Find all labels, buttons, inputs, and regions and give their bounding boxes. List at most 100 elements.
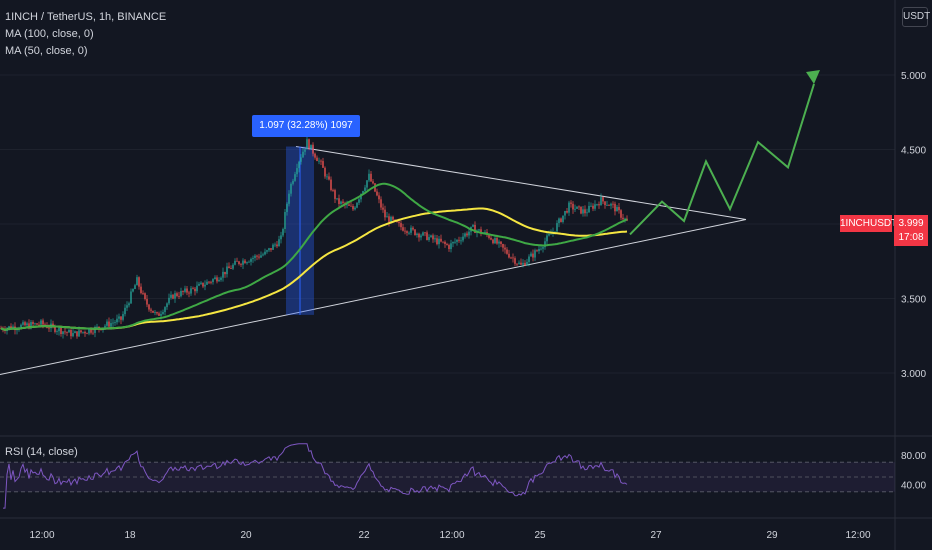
candle-body <box>390 216 392 223</box>
candle-body <box>480 229 482 234</box>
symbol-title[interactable]: 1INCH / TetherUS, 1h, BINANCE <box>5 11 167 23</box>
candle-body <box>132 288 134 292</box>
price-tick-label: 4.500 <box>901 146 926 157</box>
candle-body <box>24 322 26 326</box>
candle-body <box>38 324 40 326</box>
candle-body <box>78 330 80 337</box>
candle-body <box>296 168 298 175</box>
candle-body <box>184 288 186 292</box>
candle-body <box>342 201 344 203</box>
time-tick-label: 12:00 <box>439 530 464 541</box>
candle-body <box>352 206 354 210</box>
candle-body <box>210 281 212 283</box>
candle-body <box>22 322 24 325</box>
candle-body <box>522 262 524 265</box>
candle-body <box>456 239 458 242</box>
candle-body <box>366 180 368 188</box>
candle-body <box>378 195 380 200</box>
candle-body <box>512 257 514 259</box>
candle-body <box>460 240 462 242</box>
candle-body <box>186 288 188 293</box>
candle-body <box>400 223 402 228</box>
projection-arrowhead <box>806 70 820 84</box>
candle-body <box>448 244 450 250</box>
candle-body <box>434 238 436 240</box>
candle-body <box>144 293 146 300</box>
currency-button[interactable]: USDT <box>902 7 930 27</box>
candle-body <box>244 260 246 264</box>
candle-body <box>208 281 210 283</box>
triangle-upper-line <box>295 146 747 221</box>
candle-body <box>224 271 226 275</box>
candle-body <box>168 297 170 304</box>
candle-body <box>262 254 264 256</box>
candle-body <box>394 219 396 221</box>
candle-body <box>308 139 310 149</box>
candle-body <box>122 314 124 320</box>
candle-body <box>104 325 106 328</box>
candle-body <box>382 207 384 210</box>
candle-body <box>554 231 556 233</box>
candle-body <box>176 293 178 296</box>
candle-body <box>302 151 304 158</box>
candle-body <box>254 255 256 258</box>
candle-body <box>388 216 390 223</box>
candle-body <box>574 208 576 210</box>
candle-body <box>20 324 22 329</box>
candle-body <box>236 260 238 262</box>
candle-body <box>402 227 404 231</box>
candle-body <box>556 223 558 232</box>
candle-body <box>358 199 360 203</box>
ma50-legend[interactable]: MA (50, close, 0) <box>5 45 88 57</box>
candle-body <box>516 263 518 265</box>
candle-body <box>564 210 566 216</box>
candle-body <box>538 248 540 252</box>
time-tick-label: 20 <box>240 530 252 541</box>
candle-body <box>334 190 336 199</box>
last-price: 3.999 <box>898 218 924 229</box>
candle-body <box>354 207 356 210</box>
time-tick-label: 29 <box>766 530 778 541</box>
candle-body <box>570 202 572 204</box>
candle-body <box>34 323 36 325</box>
candle-body <box>606 205 608 206</box>
candle-body <box>534 250 536 258</box>
ma50-line <box>0 182 628 331</box>
candle-body <box>248 261 250 263</box>
candle-body <box>624 218 626 220</box>
candle-body <box>280 235 282 240</box>
triangle-lower-line <box>0 219 747 375</box>
candle-body <box>422 232 424 236</box>
candle-body <box>362 191 364 194</box>
candle-body <box>326 176 328 178</box>
rsi-legend[interactable]: RSI (14, close) <box>5 446 78 458</box>
candle-body <box>454 241 456 243</box>
candle-body <box>320 160 322 162</box>
candle-body <box>558 218 560 224</box>
candle-body <box>580 206 582 214</box>
candle-body <box>120 316 122 320</box>
candle-body <box>306 139 308 150</box>
candle-body <box>408 232 410 234</box>
candle-body <box>174 293 176 299</box>
candle-body <box>282 229 284 236</box>
candle-body <box>508 253 510 258</box>
legend: 1INCH / TetherUS, 1h, BINANCE MA (100, c… <box>5 9 166 60</box>
candle-body <box>348 204 350 206</box>
candle-body <box>368 173 370 181</box>
candle-body <box>218 279 220 282</box>
ma100-legend[interactable]: MA (100, close, 0) <box>5 28 94 40</box>
candle-body <box>346 204 348 206</box>
candle-body <box>544 241 546 248</box>
candle-body <box>114 322 116 324</box>
candle-body <box>182 290 184 292</box>
candle-body <box>588 205 590 213</box>
candle-body <box>600 197 602 206</box>
candle-body <box>576 206 578 209</box>
candle-body <box>252 257 254 259</box>
candle-body <box>214 277 216 280</box>
candle-body <box>350 205 352 207</box>
candle-body <box>500 241 502 244</box>
projection-line <box>629 83 815 236</box>
